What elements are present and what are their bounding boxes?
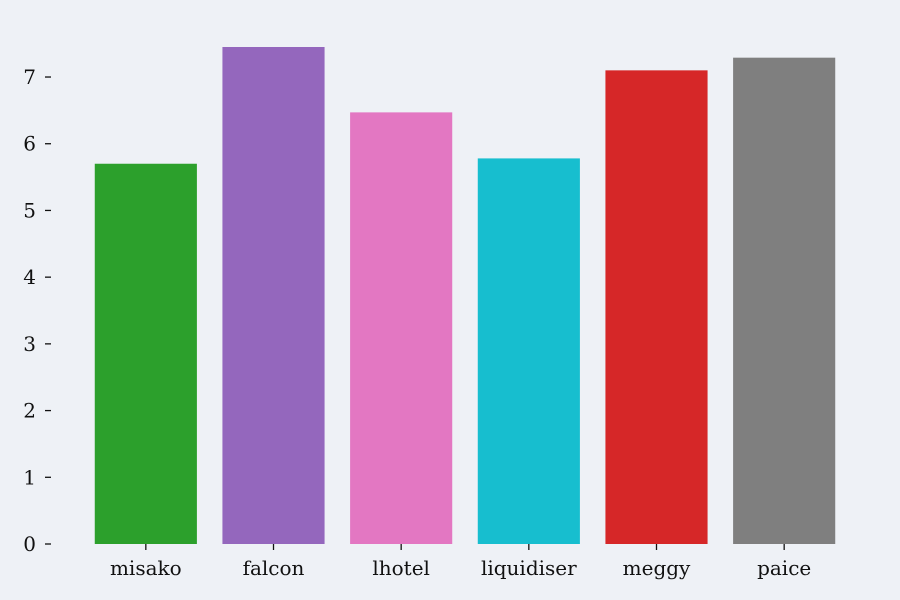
x-tick-label: paice xyxy=(757,556,811,580)
bar-meggy xyxy=(605,70,708,544)
bar-paice xyxy=(733,57,836,544)
y-tick-label: 5 xyxy=(23,198,36,222)
y-tick-label: 6 xyxy=(23,132,36,156)
y-tick-label: 1 xyxy=(23,465,36,489)
bar-falcon xyxy=(222,47,325,544)
x-tick-label: falcon xyxy=(243,556,305,580)
y-tick-label: 7 xyxy=(23,65,36,89)
y-tick-label: 0 xyxy=(23,532,36,556)
x-tick-label: misako xyxy=(110,556,182,580)
x-axis: misako falcon lhotel liquidiser meggy paice xyxy=(110,544,811,580)
y-tick-label: 2 xyxy=(23,399,36,423)
y-tick-label: 4 xyxy=(23,265,36,289)
bar-liquidiser xyxy=(477,158,580,544)
bar-misako xyxy=(94,163,197,544)
y-tick-label: 3 xyxy=(23,332,36,356)
y-axis: 0 1 2 3 4 5 6 7 xyxy=(23,65,51,556)
bar-lhotel xyxy=(350,112,453,544)
bars-group xyxy=(94,47,836,544)
x-tick-label: liquidiser xyxy=(481,556,577,580)
x-tick-label: lhotel xyxy=(372,556,430,580)
x-tick-label: meggy xyxy=(623,556,691,580)
